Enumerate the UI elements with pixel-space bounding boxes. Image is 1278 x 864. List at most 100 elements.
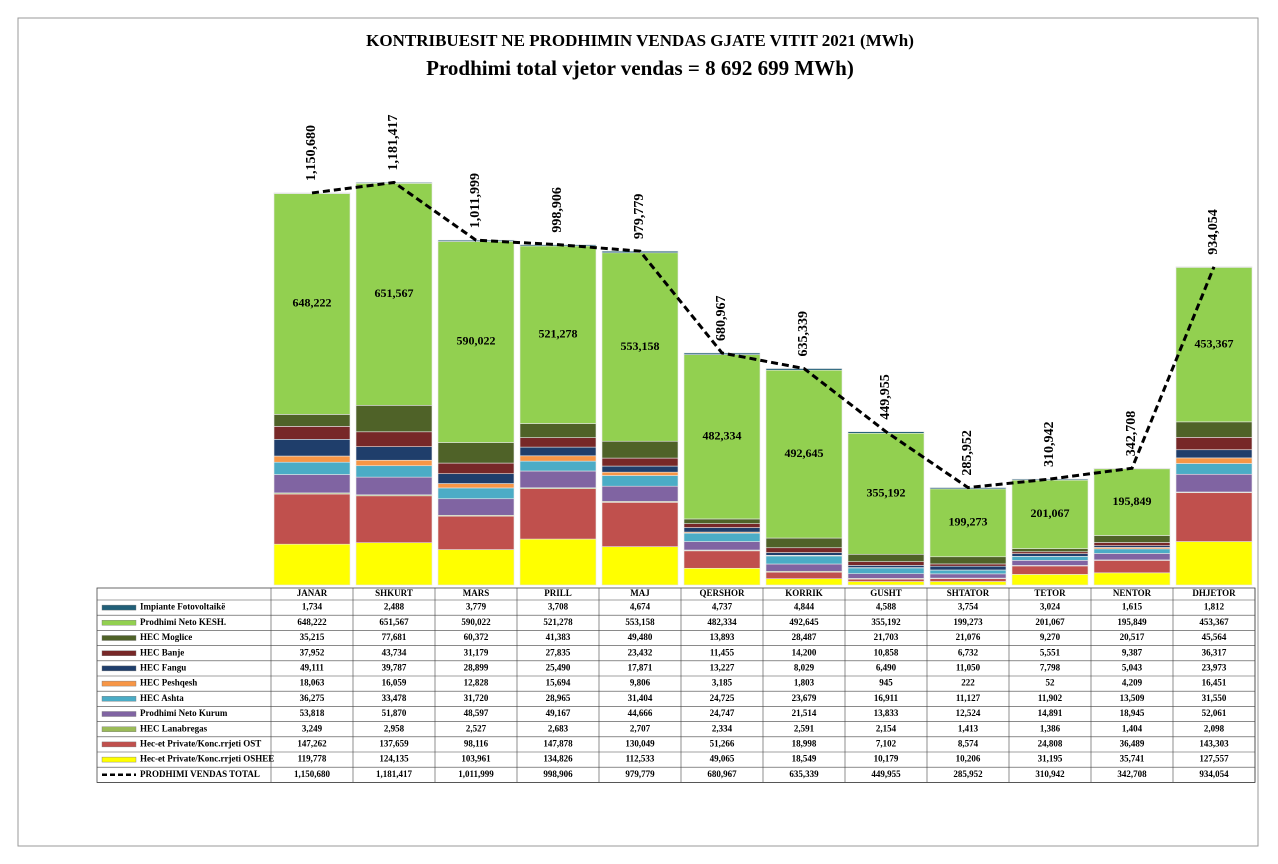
table-cell: 310,942 <box>1035 769 1065 779</box>
bar-segment <box>273 461 351 475</box>
table-header: SHTATOR <box>947 588 990 598</box>
bar-segment <box>519 488 597 540</box>
table-cell: 453,367 <box>1199 617 1229 627</box>
table-cell: 41,383 <box>546 632 571 642</box>
bar-value-label: 553,158 <box>621 339 660 353</box>
table-cell: 11,455 <box>710 647 735 657</box>
legend-key <box>101 696 137 702</box>
table-header: SHKURT <box>375 588 413 598</box>
bar-segment <box>929 578 1007 582</box>
legend-key <box>101 604 137 611</box>
table-cell: 553,158 <box>625 617 655 627</box>
bar-segment <box>273 493 351 545</box>
table-cell: 13,509 <box>1120 693 1145 703</box>
bar-segment <box>273 193 351 415</box>
bar-segment <box>1093 553 1171 561</box>
table-cell: 33,478 <box>382 693 407 703</box>
legend-key <box>101 726 137 732</box>
bar-segment <box>929 565 1007 571</box>
bar-segment <box>1175 492 1253 542</box>
table-cell: 4,588 <box>876 602 897 612</box>
table-cell: 11,050 <box>956 662 981 672</box>
table-cell: 1,404 <box>1122 723 1143 733</box>
table-cell: 222 <box>961 678 975 688</box>
bar-segment <box>355 446 433 461</box>
bar-segment <box>1175 267 1253 423</box>
legend-key <box>101 650 137 656</box>
table-cell: 35,741 <box>1120 754 1145 764</box>
table-cell: 10,858 <box>874 647 899 657</box>
table-cell: 15,694 <box>546 678 571 688</box>
legend-key <box>101 620 137 626</box>
table-cell: 28,965 <box>546 693 571 703</box>
table-cell: 492,645 <box>789 617 819 627</box>
table-cell: 51,266 <box>710 738 735 748</box>
table-cell: 48,597 <box>464 708 489 718</box>
table-cell: 2,098 <box>1204 723 1225 733</box>
bar-value-label: 355,192 <box>867 486 906 500</box>
bar-segment <box>355 431 433 447</box>
table-cell: 10,179 <box>874 754 899 764</box>
bar-segment <box>847 432 925 555</box>
table-cell: 6,732 <box>958 647 979 657</box>
legend-key <box>101 635 137 641</box>
table-header: JANAR <box>297 588 328 598</box>
bar-segment <box>519 437 597 448</box>
bar-segment <box>1175 463 1253 475</box>
table-cell: 24,725 <box>710 693 735 703</box>
table-header: MARS <box>463 588 490 598</box>
table-cell: 18,945 <box>1120 708 1145 718</box>
bar-segment <box>1175 473 1253 493</box>
bar-segment <box>1175 541 1253 586</box>
bar-segment <box>1093 560 1171 574</box>
table-cell: 3,754 <box>958 602 979 612</box>
table-cell: 7,798 <box>1040 662 1061 672</box>
table-cell: 77,681 <box>382 632 407 642</box>
bar-segment <box>273 474 351 494</box>
bar-segment <box>273 439 351 457</box>
bar-segment <box>601 485 679 502</box>
table-cell: 5,551 <box>1040 647 1061 657</box>
table-cell: 137,659 <box>379 738 409 748</box>
table-cell: 44,666 <box>628 708 653 718</box>
bar-segment <box>273 455 351 463</box>
bar-segment <box>601 471 679 476</box>
table-cell: 4,674 <box>630 602 651 612</box>
table-cell: 36,317 <box>1202 647 1227 657</box>
bar-segment <box>519 455 597 462</box>
legend-key <box>101 741 137 748</box>
total-label: 998,906 <box>550 187 565 233</box>
bar-segment <box>601 475 679 487</box>
legend-key <box>101 711 137 717</box>
bar-segment <box>847 573 925 579</box>
table-cell: 2,683 <box>548 723 569 733</box>
total-label: 1,150,680 <box>304 125 319 181</box>
bar-segment <box>437 549 515 586</box>
table-cell: 127,557 <box>1199 754 1229 764</box>
table-cell: 49,111 <box>300 662 324 672</box>
bar-segment <box>355 542 433 586</box>
table-cell: 201,067 <box>1035 617 1065 627</box>
bar-value-label: 199,273 <box>949 515 988 529</box>
table-cell: 16,451 <box>1202 678 1227 688</box>
table-cell: 11,127 <box>956 693 981 703</box>
total-label: 680,967 <box>714 295 729 341</box>
table-cell: 998,906 <box>543 769 573 779</box>
table-cell: 2,334 <box>712 723 733 733</box>
bar-segment <box>1175 421 1253 438</box>
chart-subtitle: Prodhimi total vjetor vendas = 8 692 699… <box>426 56 854 80</box>
bar-segment <box>601 546 679 586</box>
bar-segment <box>1175 457 1253 464</box>
table-cell: 4,737 <box>712 602 733 612</box>
bar-segment <box>519 446 597 457</box>
table-cell: 355,192 <box>871 617 901 627</box>
table-cell: 27,835 <box>546 647 571 657</box>
bar-segment <box>1175 437 1253 451</box>
table-cell: 3,708 <box>548 602 569 612</box>
table-cell: 147,262 <box>297 738 327 748</box>
table-cell: 9,270 <box>1040 632 1061 642</box>
legend-label: HEC Ashta <box>140 693 184 703</box>
table-cell: 25,490 <box>546 662 571 672</box>
bar-value-label: 521,278 <box>539 326 578 340</box>
